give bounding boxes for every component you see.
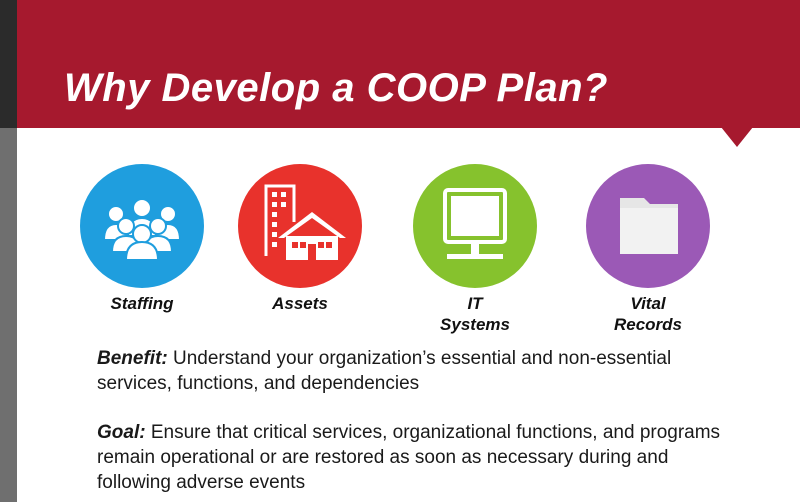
goal-paragraph: Goal: Ensure that critical services, org… <box>97 420 737 495</box>
page-title: Why Develop a COOP Plan? <box>64 66 608 110</box>
left-accent-bar-gray <box>0 128 17 502</box>
it-systems-circle <box>413 164 537 288</box>
benefit-paragraph: Benefit: Understand your organization’s … <box>97 346 737 396</box>
banner-pointer <box>721 127 753 147</box>
goal-lead: Goal: <box>97 422 146 443</box>
left-accent-bar-dark <box>0 0 17 128</box>
vital-records-circle <box>586 164 710 288</box>
category-label-vital-records: Vital Records <box>613 294 683 334</box>
folder-icon <box>620 198 678 254</box>
category-label-assets: Assets <box>272 294 328 313</box>
people-group-icon <box>102 198 182 261</box>
goal-text: Ensure that critical services, organizat… <box>97 422 721 493</box>
assets-circle <box>238 164 362 288</box>
category-label-it-systems: IT Systems <box>440 294 510 334</box>
computer-monitor-icon <box>443 188 507 259</box>
building-house-icon <box>264 184 346 260</box>
benefit-text: Understand your organization’s essential… <box>97 348 672 394</box>
staffing-circle <box>80 164 204 288</box>
benefit-lead: Benefit: <box>97 348 168 369</box>
title-banner <box>17 0 800 128</box>
category-label-staffing: Staffing <box>110 294 174 313</box>
